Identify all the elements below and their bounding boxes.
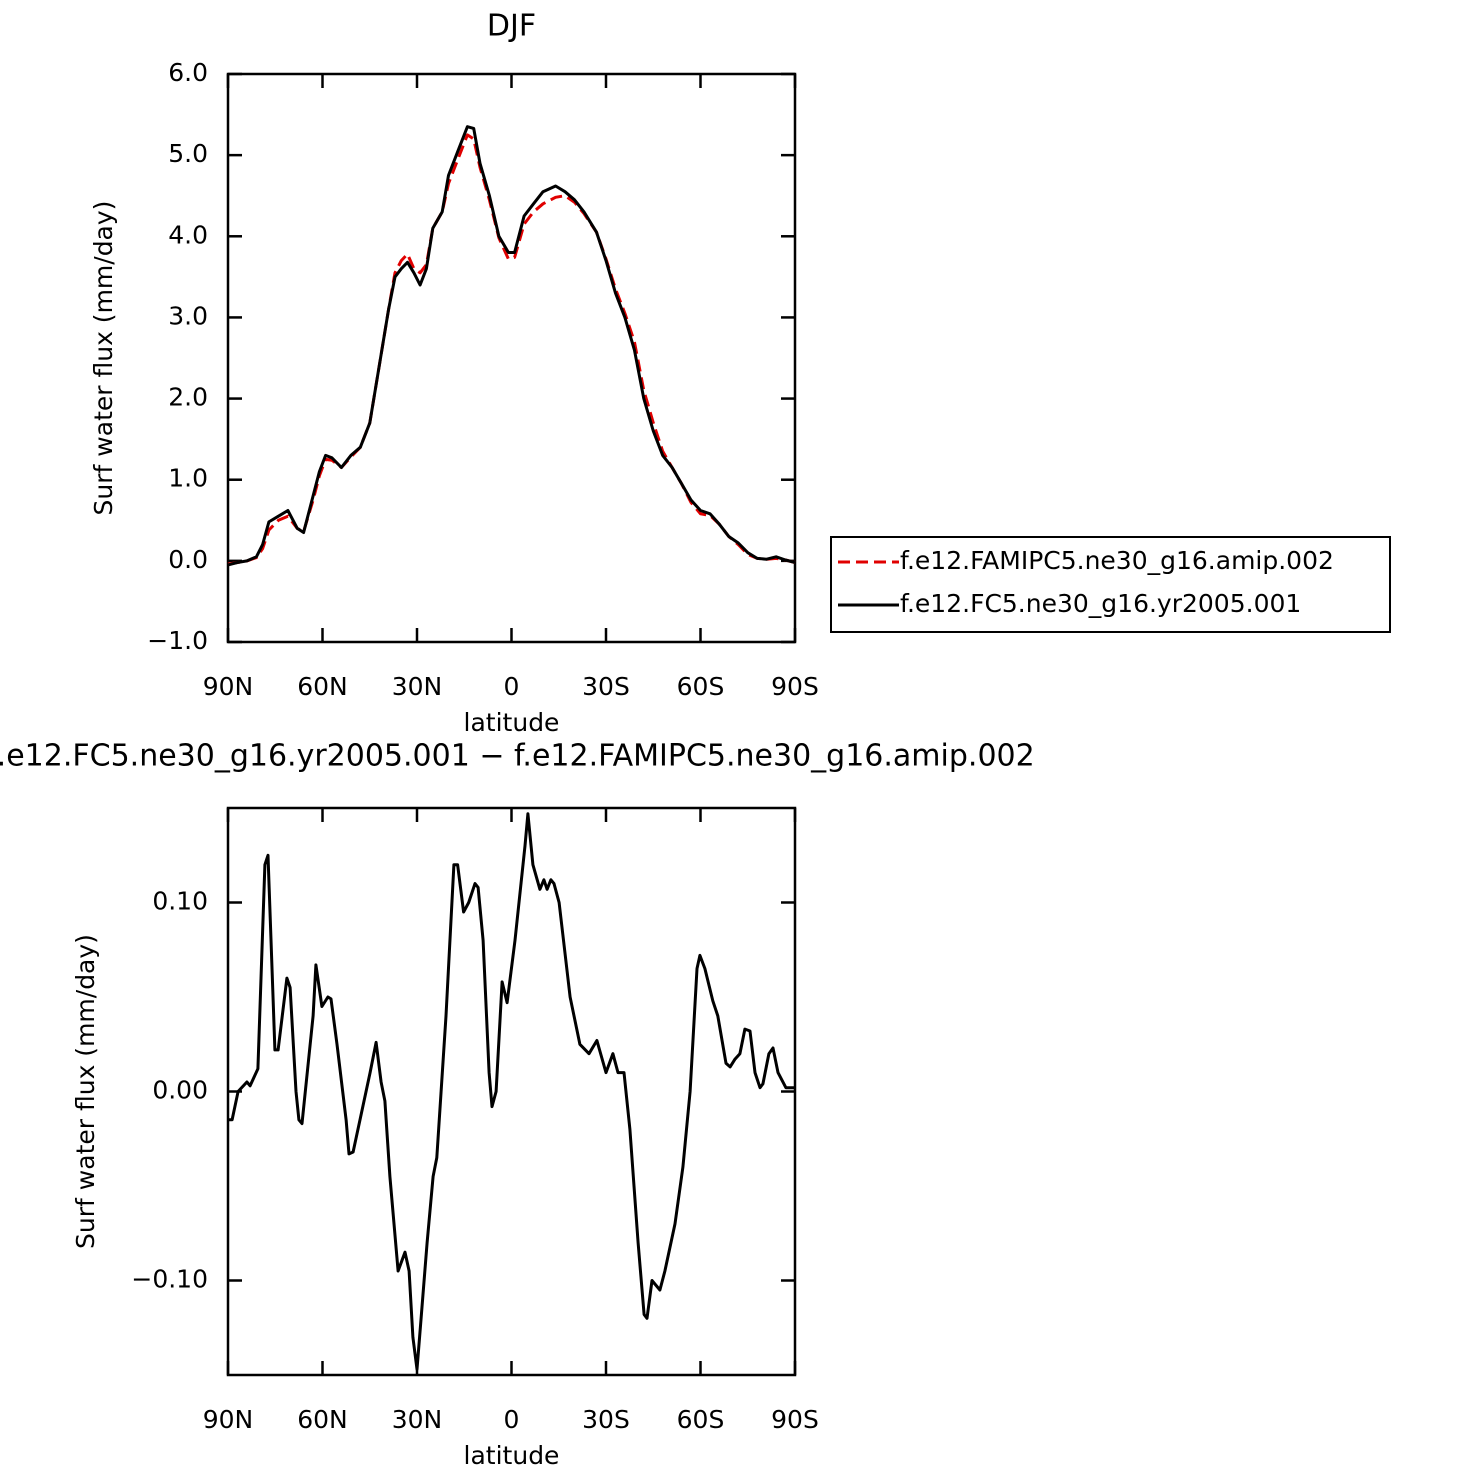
x-tick-label: 30S [582,1405,630,1434]
y-tick-label: 5.0 [168,139,208,168]
x-tick-label: 0 [504,1405,520,1434]
legend-box [830,536,1391,633]
data-line [228,812,795,1371]
x-tick-label: 90N [203,672,254,701]
x-tick-label: 60N [297,672,348,701]
y-tick-label: 0.0 [168,545,208,574]
x-tick-label: 0 [504,672,520,701]
x-tick-label: 90N [203,1405,254,1434]
legend-label: f.e12.FC5.ne30_g16.yr2005.001 [900,589,1301,618]
y-tick-label: 3.0 [168,301,208,330]
y-tick-label: −0.10 [131,1265,208,1294]
x-tick-label: 90S [771,1405,819,1434]
chart-title: DJF [487,9,536,44]
x-tick-label: 60S [677,1405,725,1434]
y-tick-label: 4.0 [168,220,208,249]
chart-title: f.e12.FC5.ne30_g16.yr2005.001 − f.e12.FA… [0,739,1035,774]
y-axis-label: Surf water flux (mm/day) [89,201,118,516]
x-tick-label: 60N [297,1405,348,1434]
plot-frame [226,72,797,644]
y-tick-label: −1.0 [147,626,208,655]
x-tick-label: 30S [582,672,630,701]
y-axis-label: Surf water flux (mm/day) [71,934,100,1249]
y-tick-label: 2.0 [168,383,208,412]
x-axis-label: latitude [464,1441,560,1470]
x-tick-label: 30N [392,672,443,701]
x-axis-label: latitude [464,708,560,737]
y-tick-label: 1.0 [168,464,208,493]
data-line [227,125,796,567]
plot-frame [226,806,797,1377]
x-tick-label: 60S [677,672,725,701]
y-tick-label: 0.00 [152,1076,208,1105]
y-tick-label: 0.10 [152,887,208,916]
legend-label: f.e12.FAMIPC5.ne30_g16.amip.002 [900,546,1334,575]
x-tick-label: 90S [771,672,819,701]
y-tick-label: 6.0 [168,58,208,87]
x-tick-label: 30N [392,1405,443,1434]
